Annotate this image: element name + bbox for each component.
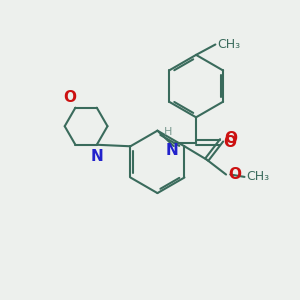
- Text: H: H: [164, 127, 172, 137]
- Text: O: O: [224, 131, 237, 146]
- Text: N: N: [166, 143, 179, 158]
- Text: O: O: [64, 90, 76, 105]
- Text: O: O: [228, 167, 242, 182]
- Text: CH₃: CH₃: [217, 38, 240, 51]
- Text: CH₃: CH₃: [246, 170, 269, 183]
- Text: N: N: [90, 149, 103, 164]
- Text: O: O: [223, 135, 236, 150]
